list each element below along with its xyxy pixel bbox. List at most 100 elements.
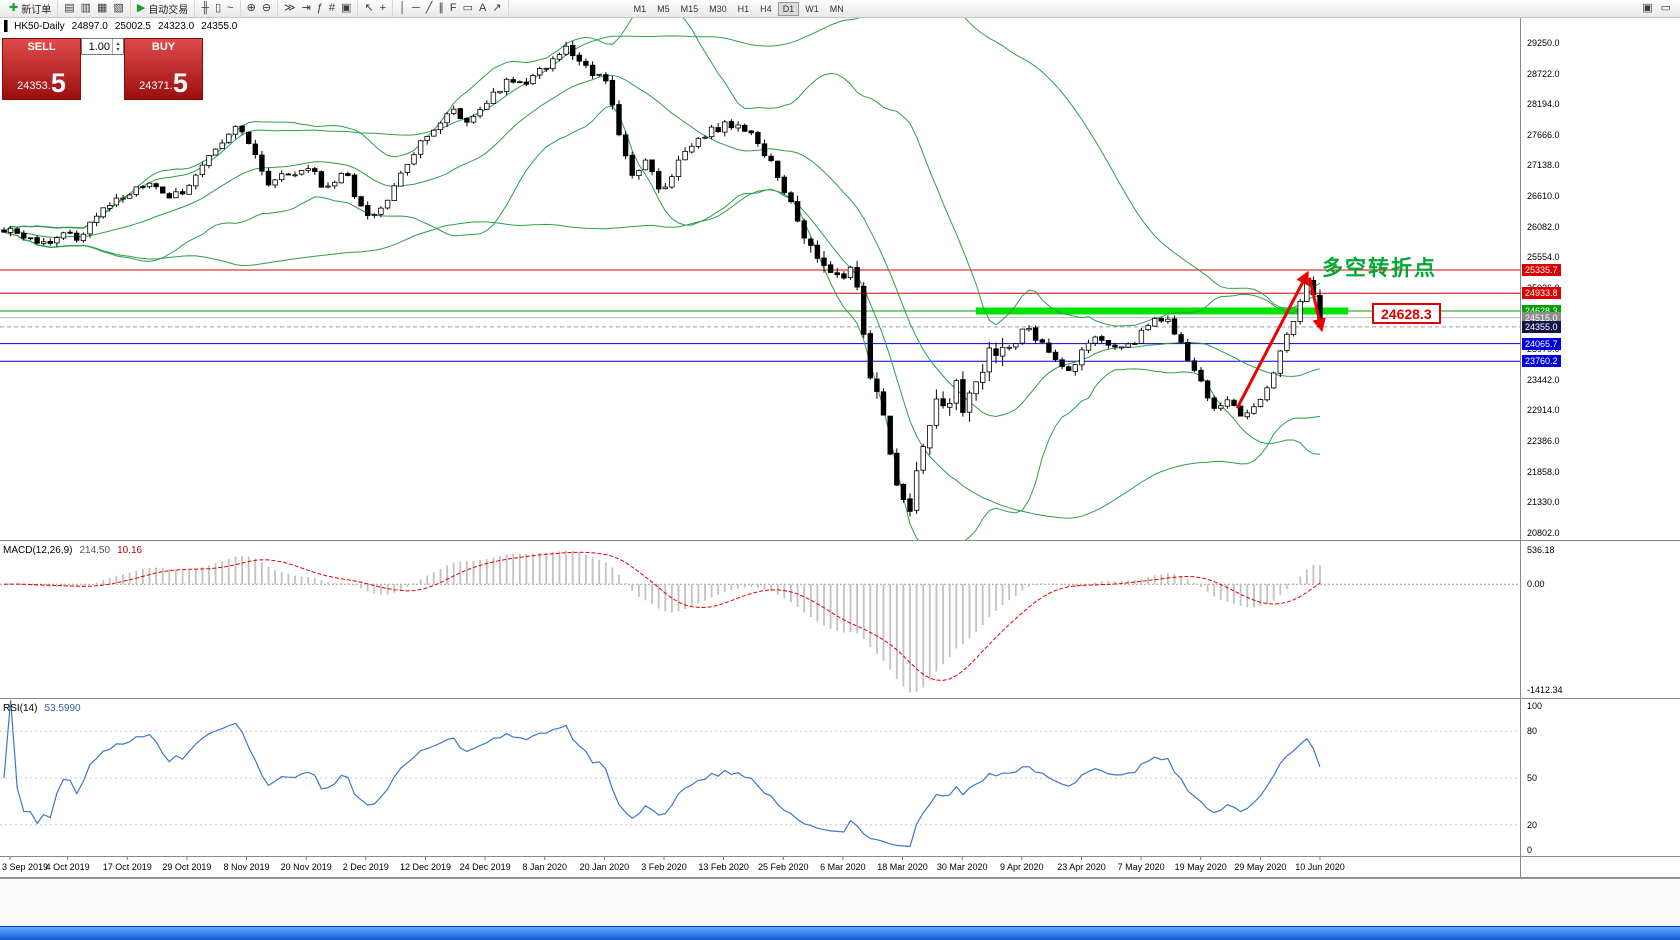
sell-button[interactable]: SELL 24353. 5 <box>2 38 81 100</box>
axis-tick-22386.0: 22386.0 <box>1527 436 1560 446</box>
date-axis-separator <box>0 856 1680 857</box>
cursor-icon[interactable]: ↖ <box>362 1 375 16</box>
crosshair-icon: + <box>379 2 387 14</box>
channel-icon: ∥ <box>438 2 444 14</box>
auto-scroll-icon[interactable]: ≫ <box>282 1 298 16</box>
svg-text:30 Mar 2020: 30 Mar 2020 <box>937 862 988 872</box>
window-arrange-icon[interactable]: ▣ <box>1640 1 1654 16</box>
navigator-icon[interactable]: ▧ <box>111 1 125 16</box>
svg-text:23 Apr 2020: 23 Apr 2020 <box>1057 862 1106 872</box>
sell-price-big-digit: 5 <box>50 68 66 98</box>
trendline-icon[interactable]: ╱ <box>424 1 435 16</box>
svg-text:3 Sep 2019: 3 Sep 2019 <box>2 862 48 872</box>
axis-tick-23442.0: 23442.0 <box>1527 375 1560 385</box>
macd-axis--1412.34: -1412.34 <box>1527 685 1563 695</box>
bull-bear-turning-point-annotation[interactable]: 多空转折点 <box>1322 257 1437 280</box>
zoom-in-icon[interactable]: ⊕ <box>245 1 258 16</box>
price-axis[interactable]: 29250.0 28722.0 28194.0 27666.0 27138.0 26610… <box>1520 18 1680 878</box>
vertical-line-icon[interactable]: │ <box>397 1 408 16</box>
toolbar-icon-groups: ✚ 新订单 ▤ ▥ ▦ ▧ ▶ 自动交易 ╫ ▯ ~ ⊕ ⊖ ≫ ⇥ ƒ # ▣ ↖ + │ ─ ╱ ∥ F ▭ A ↗ <box>3 0 509 17</box>
shapes-icon[interactable]: ▭ <box>461 1 475 16</box>
price-line-label-25335.7[interactable]: 25335.7 <box>1522 264 1561 276</box>
text-icon: A <box>479 2 487 14</box>
main-macd-separator[interactable] <box>0 540 1680 541</box>
macd-rsi-separator[interactable] <box>0 698 1680 699</box>
text-icon[interactable]: A <box>477 1 488 16</box>
rsi-label: RSI(14) <box>3 703 38 714</box>
trade-volume-area: 1.00 ▴ ▾ <box>81 38 124 100</box>
timeframe-m15[interactable]: M15 <box>680 3 699 14</box>
grid-icon[interactable]: # <box>327 1 337 16</box>
svg-text:13 Feb 2020: 13 Feb 2020 <box>698 862 749 872</box>
arrows-icon[interactable]: ↗ <box>490 1 503 16</box>
timeframe-d1[interactable]: D1 <box>777 1 800 16</box>
svg-text:17 Oct 2019: 17 Oct 2019 <box>103 862 152 872</box>
timeframe-mn[interactable]: MN <box>829 3 844 14</box>
market-watch-icon[interactable]: ▦ <box>95 1 109 16</box>
axis-tick-27138.0: 27138.0 <box>1527 160 1560 170</box>
bar-chart-type-icon[interactable]: ╫ <box>199 1 211 16</box>
spinner-down-icon[interactable]: ▾ <box>116 46 120 53</box>
fibonacci-icon[interactable]: F <box>448 1 459 16</box>
tile-windows-icon[interactable]: ▣ <box>339 1 353 16</box>
new-order-button[interactable]: ✚ 新订单 <box>7 1 53 16</box>
timeframe-m1[interactable]: M1 <box>633 3 647 14</box>
profiles-icon: ▥ <box>80 2 92 14</box>
volume-value: 1.00 <box>88 40 110 53</box>
charts-icon[interactable]: ▤ <box>62 1 76 16</box>
svg-text:10 Jun 2020: 10 Jun 2020 <box>1295 862 1345 872</box>
svg-text:8 Nov 2019: 8 Nov 2019 <box>223 862 269 872</box>
line-chart-type-icon[interactable]: ~ <box>225 1 235 16</box>
autotrading-button[interactable]: ▶ 自动交易 <box>135 1 190 16</box>
candlestick-type-icon[interactable]: ▯ <box>213 1 223 16</box>
timeframe-m30[interactable]: M30 <box>709 3 727 14</box>
buy-price: 24371. <box>139 80 173 92</box>
price-line-label-23760.2[interactable]: 23760.2 <box>1522 355 1561 367</box>
price-line-label-24065.7[interactable]: 24065.7 <box>1522 338 1561 350</box>
horizontal-line-icon[interactable]: ─ <box>410 1 422 16</box>
trendline-icon: ╱ <box>425 2 433 14</box>
buy-button[interactable]: BUY 24371. 5 <box>124 38 203 100</box>
indicators-icon[interactable]: ƒ <box>315 1 325 16</box>
timeframe-h4[interactable]: H4 <box>760 3 772 14</box>
svg-text:4 Oct 2019: 4 Oct 2019 <box>46 862 90 872</box>
vertical-line-icon: │ <box>399 2 406 14</box>
key-price-callout[interactable]: 24628.3 <box>1372 303 1441 324</box>
volume-input[interactable]: 1.00 ▴ ▾ <box>81 38 124 55</box>
price-line-label-24355.0[interactable]: 24355.0 <box>1522 321 1561 333</box>
volume-spinner[interactable]: ▴ ▾ <box>112 39 123 54</box>
svg-text:12 Dec 2019: 12 Dec 2019 <box>400 862 451 872</box>
full-screen-icon[interactable]: ▭ <box>1659 1 1673 16</box>
axis-tick-29250.0: 29250.0 <box>1527 38 1560 48</box>
profiles-icon[interactable]: ▥ <box>79 1 93 16</box>
timeframe-w1[interactable]: W1 <box>805 3 819 14</box>
indicators-icon: ƒ <box>316 2 323 14</box>
spinner-up-icon[interactable]: ▴ <box>116 40 120 47</box>
zoom-out-icon[interactable]: ⊖ <box>260 1 273 16</box>
zoom-in-icon: ⊕ <box>246 2 256 14</box>
shapes-icon: ▭ <box>462 2 474 14</box>
timeframe-m5[interactable]: M5 <box>657 3 670 14</box>
rsi-axis-20: 20 <box>1527 820 1538 830</box>
timeframe-h1[interactable]: H1 <box>737 3 750 14</box>
toolbar-group: ⊕ ⊖ <box>241 0 279 17</box>
chart-window[interactable]: 3 Sep 2019 4 Oct 2019 17 Oct 2019 29 Oct 20… <box>0 18 1680 878</box>
sell-label: SELL <box>27 41 56 53</box>
crosshair-icon[interactable]: + <box>378 1 388 16</box>
price-line-label-24933.8[interactable]: 24933.8 <box>1522 287 1561 299</box>
grid-icon: # <box>328 2 336 14</box>
rsi-axis-80: 80 <box>1527 726 1538 736</box>
axis-tick-25554.0: 25554.0 <box>1527 252 1560 262</box>
toolbar-group: ╫ ▯ ~ <box>195 0 241 17</box>
arrows-icon: ↗ <box>492 2 502 14</box>
channel-icon[interactable]: ∥ <box>436 1 446 16</box>
rsi-header: RSI(14) 53.5990 <box>3 703 88 714</box>
macd-main-value: 214.50 <box>79 545 111 556</box>
chart-shift-icon[interactable]: ⇥ <box>300 1 313 16</box>
axis-tick-27666.0: 27666.0 <box>1527 130 1560 140</box>
ohlc-low: 24323.0 <box>157 21 195 32</box>
toolbar-group: ▤ ▥ ▦ ▧ <box>58 0 131 17</box>
tile-windows-icon: ▣ <box>341 2 352 14</box>
ohlc-high: 25002.5 <box>114 21 151 32</box>
